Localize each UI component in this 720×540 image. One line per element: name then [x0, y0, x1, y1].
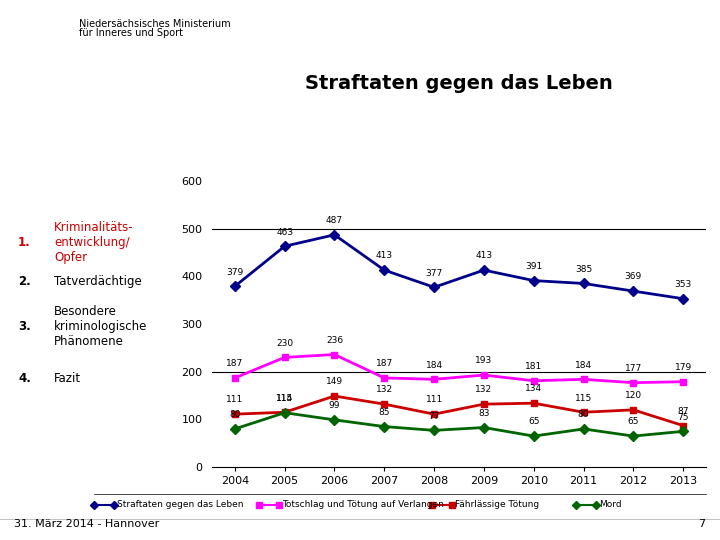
Text: Straftaten gegen das Leben: Straftaten gegen das Leben: [117, 501, 243, 509]
Text: 463: 463: [276, 227, 293, 237]
Text: 149: 149: [326, 377, 343, 386]
Text: 80: 80: [229, 410, 240, 419]
Text: 31. März 2014 - Hannover: 31. März 2014 - Hannover: [14, 519, 160, 529]
Text: 115: 115: [575, 394, 592, 402]
Text: Besondere
kriminologische
Phänomene: Besondere kriminologische Phänomene: [54, 305, 148, 348]
Text: 181: 181: [525, 362, 542, 371]
Text: 230: 230: [276, 339, 293, 348]
Text: Mord: Mord: [599, 501, 621, 509]
Text: 🐴: 🐴: [19, 20, 32, 40]
Text: 2.: 2.: [18, 274, 31, 288]
Text: Fährlässige Tötung: Fährlässige Tötung: [455, 501, 539, 509]
Text: Kriminalitäts-
entwicklung/
Opfer: Kriminalitäts- entwicklung/ Opfer: [54, 221, 134, 265]
Text: Straftaten gegen das Leben: Straftaten gegen das Leben: [305, 74, 613, 93]
Text: 4.: 4.: [18, 373, 31, 386]
Text: Fazit: Fazit: [54, 373, 81, 386]
Text: für Inneres und Sport: für Inneres und Sport: [79, 28, 183, 38]
Text: 377: 377: [426, 268, 443, 278]
Text: 7: 7: [698, 519, 706, 529]
Text: Totschlag und Tötung auf Verlangen: Totschlag und Tötung auf Verlangen: [282, 501, 444, 509]
Text: 120: 120: [625, 391, 642, 400]
Text: 85: 85: [379, 408, 390, 417]
Text: 75: 75: [678, 413, 689, 422]
Text: 184: 184: [575, 361, 592, 369]
Text: 99: 99: [329, 401, 341, 410]
Text: 353: 353: [675, 280, 692, 289]
Text: 369: 369: [625, 272, 642, 281]
Text: 391: 391: [525, 262, 542, 271]
Text: 179: 179: [675, 363, 692, 372]
Text: 65: 65: [628, 417, 639, 427]
Text: 111: 111: [226, 395, 243, 404]
Text: 379: 379: [226, 268, 243, 276]
Text: Niedersächsisches Ministerium: Niedersächsisches Ministerium: [79, 19, 231, 29]
Text: 132: 132: [376, 386, 393, 394]
Text: 193: 193: [475, 356, 492, 366]
Text: 184: 184: [426, 361, 443, 369]
Text: 80: 80: [577, 410, 589, 419]
Text: 177: 177: [625, 364, 642, 373]
Text: 65: 65: [528, 417, 539, 427]
Text: 236: 236: [326, 336, 343, 345]
Text: 1.: 1.: [18, 237, 31, 249]
Text: 487: 487: [326, 216, 343, 225]
Text: 77: 77: [428, 411, 440, 421]
Text: 87: 87: [678, 407, 689, 416]
Text: 413: 413: [376, 252, 393, 260]
Text: 111: 111: [426, 395, 443, 404]
Text: 187: 187: [376, 359, 393, 368]
Text: Tatverdächtige: Tatverdächtige: [54, 274, 142, 288]
Text: 3.: 3.: [18, 320, 31, 333]
Text: 83: 83: [478, 409, 490, 418]
Text: 385: 385: [575, 265, 592, 274]
Text: 115: 115: [276, 394, 293, 402]
Text: 132: 132: [475, 386, 492, 394]
Text: 413: 413: [475, 252, 492, 260]
Text: 114: 114: [276, 394, 293, 403]
Text: 187: 187: [226, 359, 243, 368]
Text: 134: 134: [525, 384, 542, 394]
